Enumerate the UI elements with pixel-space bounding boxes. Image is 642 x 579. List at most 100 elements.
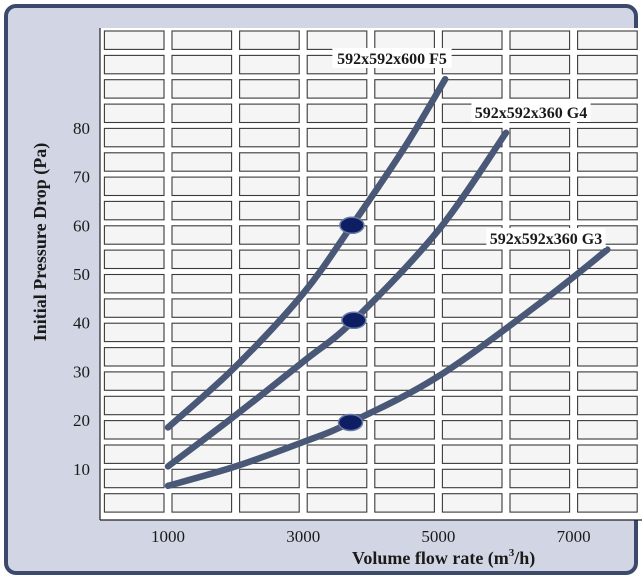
grid-cell xyxy=(577,30,638,50)
grid-cell xyxy=(239,273,300,294)
grid-cell xyxy=(306,127,368,148)
grid-cell xyxy=(171,30,233,50)
grid-cell xyxy=(103,493,165,513)
grid-cell xyxy=(103,176,165,197)
grid-cell xyxy=(171,225,233,245)
grid-cell xyxy=(171,103,233,124)
y-tick-label: 60 xyxy=(73,216,90,235)
grid-cell xyxy=(103,127,165,148)
grid-cell xyxy=(374,444,435,464)
grid-cell xyxy=(306,176,368,197)
grid-cell xyxy=(509,322,571,343)
grid-cell xyxy=(306,103,368,124)
grid-cell xyxy=(577,493,638,513)
y-axis-title: Initial Pressure Drop (Pa) xyxy=(30,143,51,342)
series-line-f5 xyxy=(164,75,449,431)
series-label-g3: 592x592x360 G3 xyxy=(490,231,602,248)
grid-cell xyxy=(577,322,638,343)
markers xyxy=(337,216,367,432)
grid-cell xyxy=(306,395,368,416)
grid-cell xyxy=(577,298,638,318)
series-label-bg-g3 xyxy=(486,228,606,248)
y-tick-labels: 10 20 30 40 50 60 70 80 xyxy=(73,119,90,479)
series-label-f5: 592x592x600 F5 xyxy=(337,51,447,68)
grid-cell xyxy=(374,200,435,221)
grid-cell xyxy=(103,420,165,440)
grid-cell xyxy=(509,127,571,148)
y-tick-label: 70 xyxy=(73,168,90,187)
grid-cell xyxy=(374,176,435,197)
grid-cell xyxy=(509,468,571,489)
x-tick-label: 7000 xyxy=(557,527,591,546)
grid-cell xyxy=(171,79,233,99)
grid-cell xyxy=(103,200,165,221)
grid-cell xyxy=(103,468,165,489)
grid-cell xyxy=(171,493,233,513)
x-axis-title-main: Volume flow rate (m xyxy=(352,548,509,569)
grid-cell xyxy=(171,249,233,270)
grid-cell xyxy=(103,273,165,294)
grid-cell xyxy=(441,468,503,489)
grid-cell xyxy=(239,225,300,245)
marker-f5 xyxy=(339,216,365,235)
grid-cell xyxy=(103,298,165,318)
grid-cell xyxy=(577,468,638,489)
grid-cell xyxy=(171,127,233,148)
grid-cell xyxy=(239,79,300,99)
grid-cell xyxy=(103,54,165,75)
curves xyxy=(164,75,611,490)
grid-cell xyxy=(577,347,638,367)
grid-cell xyxy=(306,200,368,221)
grid-cell xyxy=(103,30,165,50)
grid-cell xyxy=(239,468,300,489)
grid-cell xyxy=(374,468,435,489)
grid-cell xyxy=(103,371,165,391)
grid-cell xyxy=(577,176,638,197)
x-axis-title-tail: /h) xyxy=(513,548,535,569)
series-label-g4: 592x592x360 G4 xyxy=(475,105,587,122)
grid-cell xyxy=(441,493,503,513)
grid-cell xyxy=(239,54,300,75)
grid-cell xyxy=(577,420,638,440)
grid-cell xyxy=(509,395,571,416)
y-tick-label: 20 xyxy=(73,411,90,430)
grid-cell xyxy=(374,493,435,513)
grid-cell xyxy=(239,176,300,197)
series-line-g3 xyxy=(164,246,611,490)
grid-cell xyxy=(441,127,503,148)
grid-cell xyxy=(509,347,571,367)
grid-cell xyxy=(441,30,503,50)
x-tick-label: 5000 xyxy=(421,527,455,546)
grid-cell xyxy=(509,176,571,197)
grid-cell xyxy=(306,152,368,172)
grid-cell xyxy=(171,298,233,318)
grid-cell xyxy=(171,54,233,75)
grid-cell xyxy=(374,420,435,440)
grid-cell xyxy=(577,54,638,75)
grid-cell xyxy=(441,444,503,464)
grid-cell xyxy=(374,347,435,367)
grid-cell xyxy=(441,273,503,294)
grid-cell xyxy=(239,493,300,513)
grid-cell xyxy=(103,79,165,99)
x-axis-title: Volume flow rate (m3/h) xyxy=(352,547,535,569)
grid-cell xyxy=(306,79,368,99)
grid-cell xyxy=(577,273,638,294)
grid-cell xyxy=(577,127,638,148)
grid-cell xyxy=(103,322,165,343)
grid-cell xyxy=(577,444,638,464)
grid-cell xyxy=(306,30,368,50)
grid-cell xyxy=(306,371,368,391)
grid-cell xyxy=(171,200,233,221)
series-labels: 592x592x600 F5 592x592x360 G4 592x592x360 … xyxy=(332,48,606,248)
grid-cell xyxy=(577,395,638,416)
grid-cell xyxy=(103,225,165,245)
grid-cell xyxy=(509,30,571,50)
grid-cell xyxy=(171,176,233,197)
grid-cell xyxy=(441,79,503,99)
y-tick-label: 80 xyxy=(73,119,90,138)
grid-cell xyxy=(374,30,435,50)
grid-cell xyxy=(509,371,571,391)
y-tick-label: 40 xyxy=(73,314,90,333)
grid-cell xyxy=(577,200,638,221)
